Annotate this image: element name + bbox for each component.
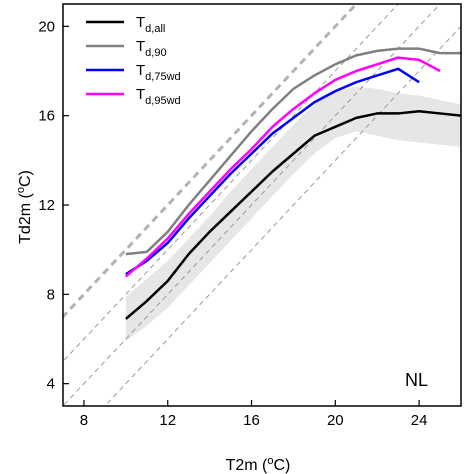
y-tick-label: 8: [47, 286, 55, 303]
y-axis-title: Td2m (oC): [15, 170, 34, 244]
legend-label-d-all: Td,all: [136, 14, 165, 35]
y-ticks: 4 8 12 16 20: [38, 18, 69, 393]
series-line-d-90: [125, 47, 461, 256]
legend-label-d-90: Td,90: [136, 38, 167, 59]
x-ticks: 8 12 16 20 24: [80, 400, 428, 429]
x-tick-label: 8: [80, 412, 88, 429]
x-tick-label: 20: [327, 412, 344, 429]
y-tick-label: 12: [38, 197, 55, 214]
percentile-band: [125, 86, 461, 342]
series-line-d-95wd: [125, 56, 441, 278]
x-tick-label: 12: [159, 412, 176, 429]
legend-label-d-95wd: Td,95wd: [136, 86, 181, 107]
y-tick-label: 20: [38, 18, 55, 35]
series-layer: [125, 47, 461, 320]
x-axis-title: T2m (oC): [226, 455, 291, 474]
plot-area: [63, 4, 461, 406]
reference-line-1: [63, 4, 359, 319]
series-line-d-75wd: [125, 67, 420, 276]
reference-line-2: [63, 4, 399, 363]
x-tick-label: 24: [411, 412, 428, 429]
region-annotation: NL: [405, 370, 428, 390]
x-tick-label: 16: [243, 412, 260, 429]
y-tick-label: 4: [47, 376, 55, 393]
reference-line-3: [63, 4, 441, 406]
legend: Td,all Td,90 Td,75wd Td,95wd: [86, 14, 181, 107]
percentile-band-layer: [125, 86, 461, 342]
reference-line-4: [104, 25, 461, 406]
y-tick-label: 16: [38, 108, 55, 125]
legend-label-d-75wd: Td,75wd: [136, 62, 181, 83]
series-line-d-all: [125, 109, 461, 320]
reference-lines-layer: [63, 4, 461, 406]
